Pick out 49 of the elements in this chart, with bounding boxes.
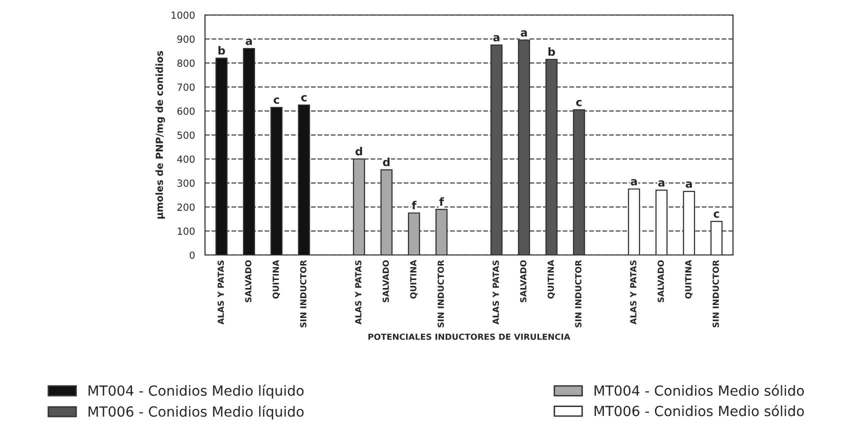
x-tick-label: SIN INDUCTOR [438, 260, 444, 328]
x-tick-label: SIN INDUCTOR [300, 260, 306, 328]
data-label: b [548, 47, 555, 56]
y-tick-label: 200 [177, 203, 195, 211]
y-tick-label: 0 [190, 251, 195, 259]
y-tick-label: 700 [178, 83, 195, 91]
y-tick-label: 1000 [172, 11, 195, 19]
y-tick-label: 800 [177, 59, 195, 67]
data-label: c [576, 100, 582, 106]
data-label: a [658, 180, 664, 187]
x-tick-label: SIN INDUCTOR [575, 260, 582, 328]
x-tick-label: SALVADO [382, 260, 389, 302]
x-tick-label: QUITINA [548, 260, 556, 299]
y-tick-label: 600 [177, 107, 195, 115]
legend-label: MT006 - Conidios Medio sólido [594, 404, 804, 416]
data-label: c [714, 211, 720, 218]
data-label: a [686, 181, 692, 188]
x-tick-label: ALAS Y PATAS [630, 260, 636, 325]
x-tick-label: ALAS Y PATAS [218, 260, 224, 325]
data-label: c [274, 97, 280, 104]
x-axis-title: POTENCIALES INDUCTORES DE VIRULENCIA [368, 334, 570, 340]
data-label: a [493, 35, 500, 42]
data-label: a [520, 30, 527, 37]
data-label: a [630, 179, 637, 186]
y-tick-label: 900 [177, 35, 195, 43]
x-tick-label: QUITINA [272, 260, 280, 299]
x-tick-label: ALAS Y PATAS [492, 260, 499, 325]
x-tick-label: SIN INDUCTOR [712, 260, 719, 328]
y-tick-label: 100 [178, 227, 195, 235]
data-label: f [412, 200, 417, 210]
data-label: d [356, 146, 362, 156]
data-label: c [301, 95, 307, 102]
y-axis-title: µmoles de PNP/mg de conidios [155, 51, 165, 219]
x-tick-label: SALVADO [245, 260, 252, 302]
x-tick-label: ALAS Y PATAS [355, 260, 362, 325]
data-label: a [246, 38, 252, 46]
x-tick-label: SALVADO [658, 260, 664, 302]
y-tick-label: 400 [177, 155, 195, 163]
y-tick-label: 300 [177, 179, 195, 187]
legend-label: MT004 - Conidios Medio líquido [88, 384, 304, 399]
x-tick-label: QUITINA [410, 260, 418, 299]
data-label: b [218, 46, 225, 55]
legend-label: MT004 - Conidios Medio sólido [594, 384, 804, 396]
y-tick-label: 500 [177, 131, 195, 139]
data-label: d [383, 158, 390, 166]
x-tick-label: SALVADO [520, 260, 526, 302]
legend-label: MT006 - Conidios Medio líquido [88, 406, 304, 420]
x-tick-label: QUITINA [685, 260, 693, 299]
data-label: f [439, 197, 444, 206]
